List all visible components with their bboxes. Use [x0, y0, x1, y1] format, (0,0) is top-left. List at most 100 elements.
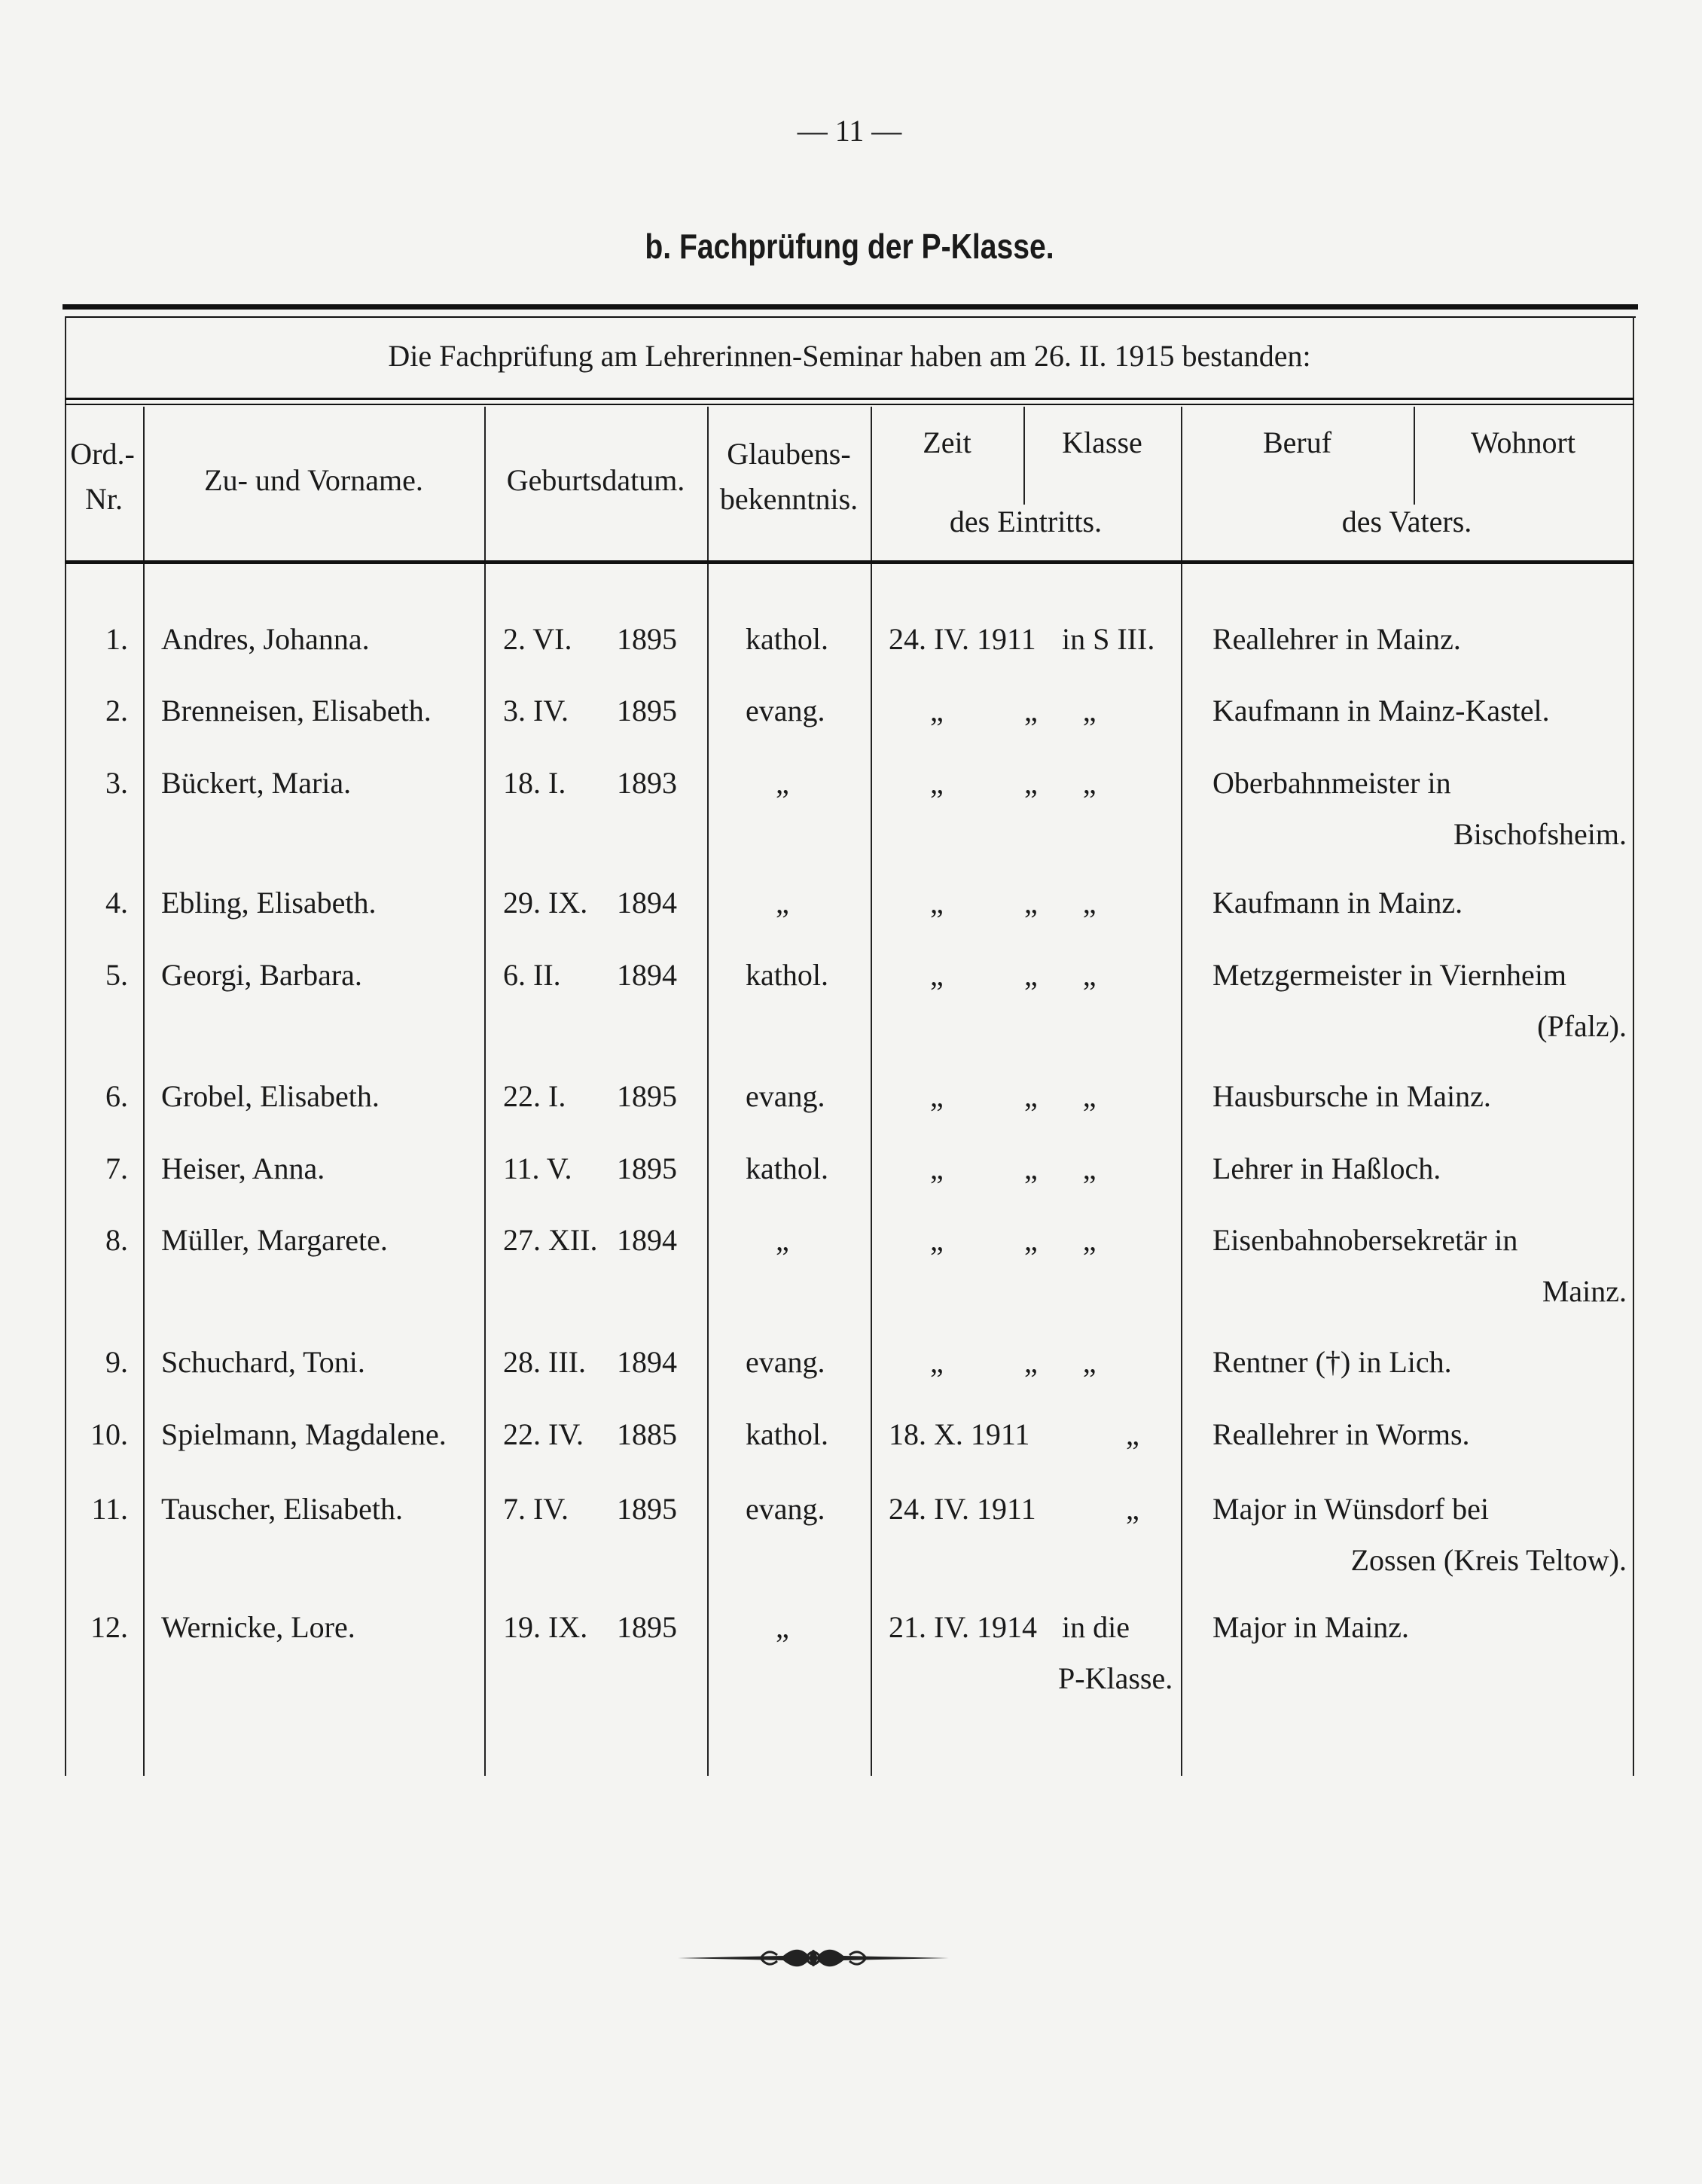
row-number: 8.: [105, 1223, 128, 1257]
entry-class-continued: P-Klasse.: [1058, 1661, 1173, 1695]
row-number: 6.: [105, 1079, 128, 1113]
father-occupation-residence: Kaufmann in Mainz-Kastel.: [1212, 694, 1550, 727]
birth-day-month: 2. VI.: [503, 622, 572, 656]
birth-day-month: 3. IV.: [503, 694, 569, 727]
decorative-scroll-ornament-icon: [678, 1949, 949, 1967]
row-number: 9.: [105, 1345, 128, 1379]
birth-year: 1895: [617, 1151, 677, 1185]
header-religion-1: Glaubens-: [727, 437, 851, 471]
entry-class: „ „: [1024, 1079, 1097, 1113]
entry-time: 24. IV. 1911: [889, 1492, 1036, 1526]
birth-year: 1895: [617, 1610, 677, 1644]
birth-day-month: 19. IX.: [503, 1610, 588, 1644]
student-name: Schuchard, Toni.: [161, 1345, 365, 1379]
row-number: 4.: [105, 886, 128, 920]
header-religion-2: bekenntnis.: [719, 482, 859, 516]
header-vater: des Vaters.: [1341, 505, 1472, 538]
religion: „: [776, 1610, 789, 1644]
entry-class: „ „: [1024, 766, 1097, 800]
section-title: b. Fachprüfung der P-Klasse.: [645, 227, 1054, 266]
entry-class: „: [1126, 1417, 1139, 1451]
birth-day-month: 22. I.: [503, 1079, 566, 1113]
entry-time: 24. IV. 1911: [889, 622, 1036, 656]
student-name: Spielmann, Magdalene.: [161, 1417, 447, 1451]
student-name: Müller, Margarete.: [161, 1223, 388, 1257]
entry-time: „: [930, 1079, 944, 1113]
father-occupation-residence: Reallehrer in Mainz.: [1212, 622, 1461, 656]
father-occupation-residence: Lehrer in Haßloch.: [1212, 1151, 1441, 1185]
top-thin-rule: [65, 316, 1636, 318]
entry-time: „: [930, 694, 944, 727]
header-double-rule-2: [65, 404, 1634, 405]
religion: evang.: [746, 1492, 825, 1526]
father-occupation-residence-continued: (Pfalz).: [1537, 1009, 1627, 1043]
student-name: Brenneisen, Elisabeth.: [161, 694, 432, 727]
header-beruf: Beruf: [1262, 426, 1332, 459]
entry-class: „ „: [1024, 886, 1097, 920]
birth-year: 1895: [617, 694, 677, 727]
birth-day-month: 7. IV.: [503, 1492, 569, 1526]
student-name: Grobel, Elisabeth.: [161, 1079, 380, 1113]
birth-day-month: 28. III.: [503, 1345, 586, 1379]
header-ord: Ord.-: [70, 437, 135, 471]
father-occupation-residence: Rentner (†) in Lich.: [1212, 1345, 1452, 1379]
col-divider: [707, 407, 709, 1776]
row-number: 2.: [105, 694, 128, 727]
table-right-border: [1633, 316, 1634, 1776]
col-divider: [871, 407, 872, 1776]
page-number: — 11 —: [797, 114, 902, 148]
entry-time: 18. X. 1911: [889, 1417, 1030, 1451]
top-thick-rule: [63, 304, 1638, 310]
entry-time: „: [930, 1223, 944, 1257]
entry-class: „ „: [1024, 1223, 1097, 1257]
header-eintritt: des Eintritts.: [949, 505, 1103, 538]
birth-year: 1894: [617, 1345, 677, 1379]
religion: kathol.: [746, 1151, 828, 1185]
father-occupation-residence: Major in Wünsdorf bei: [1212, 1492, 1489, 1526]
row-number: 11.: [91, 1492, 128, 1526]
entry-class: „ „: [1024, 694, 1097, 727]
entry-time: „: [930, 1345, 944, 1379]
row-number: 1.: [105, 622, 128, 656]
entry-class: in die: [1062, 1610, 1130, 1644]
header-birth: Geburtsdatum.: [506, 463, 685, 497]
student-name: Wernicke, Lore.: [161, 1610, 355, 1644]
father-occupation-residence: Eisenbahnobersekretär in: [1212, 1223, 1518, 1257]
religion: kathol.: [746, 1417, 828, 1451]
entry-time: „: [930, 958, 944, 992]
birth-year: 1894: [617, 1223, 677, 1257]
father-occupation-residence-continued: Mainz.: [1542, 1274, 1627, 1308]
birth-day-month: 18. I.: [503, 766, 566, 800]
student-name: Tauscher, Elisabeth.: [161, 1492, 404, 1526]
col-divider: [484, 407, 486, 1776]
birth-year: 1894: [617, 886, 677, 920]
father-occupation-residence: Major in Mainz.: [1212, 1610, 1410, 1644]
row-number: 10.: [90, 1417, 128, 1451]
birth-day-month: 29. IX.: [503, 886, 588, 920]
birth-year: 1893: [617, 766, 677, 800]
birth-year: 1895: [617, 1079, 677, 1113]
religion: „: [776, 1223, 789, 1257]
student-name: Bückert, Maria.: [161, 766, 352, 800]
entry-class: „ „: [1024, 1151, 1097, 1185]
father-occupation-residence: Oberbahnmeister in: [1212, 766, 1451, 800]
entry-class: in S III.: [1062, 622, 1155, 656]
birth-year: 1885: [617, 1417, 677, 1451]
header-double-rule-1: [65, 398, 1634, 400]
header-zeit: Zeit: [923, 426, 971, 459]
intro-text: Die Fachprüfung am Lehrerinnen-Seminar h…: [388, 339, 1311, 373]
religion: evang.: [746, 1345, 825, 1379]
header-klasse: Klasse: [1062, 426, 1142, 459]
header-name: Zu- und Vorname.: [204, 463, 423, 497]
row-number: 5.: [105, 958, 128, 992]
header-nr: Nr.: [85, 482, 123, 516]
birth-day-month: 22. IV.: [503, 1417, 584, 1451]
religion: „: [776, 766, 789, 800]
entry-class: „ „: [1024, 958, 1097, 992]
birth-day-month: 11. V.: [503, 1151, 572, 1185]
header-bottom-rule: [65, 560, 1634, 564]
row-number: 7.: [105, 1151, 128, 1185]
religion: kathol.: [746, 622, 828, 656]
entry-time: „: [930, 1151, 944, 1185]
religion: evang.: [746, 694, 825, 727]
